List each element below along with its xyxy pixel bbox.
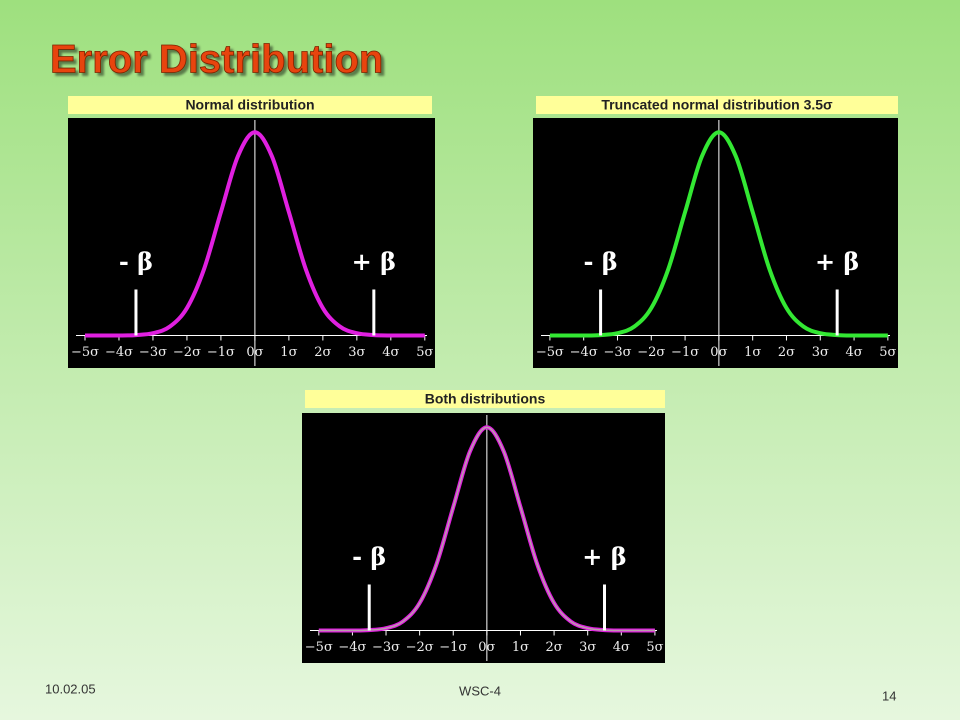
chart: Both distributions −5σ −4σ −3σ −2σ −1σ 0σ 1σ 2σ 3… (302, 390, 665, 663)
x-tick-label: 0σ (246, 345, 263, 360)
plot-area (533, 118, 898, 368)
x-tick-label: −5σ (305, 640, 333, 655)
footer-event: WSC-4 (459, 683, 501, 698)
chart-title: Both distributions (425, 391, 546, 407)
beta-label: - β (119, 247, 153, 276)
x-tick-label: 3σ (812, 345, 829, 360)
x-tick-label: 4σ (613, 640, 630, 655)
beta-label: + β (815, 247, 859, 276)
x-tick-label: 2σ (546, 640, 563, 655)
beta-label: - β (583, 247, 617, 276)
plot-area (302, 413, 665, 663)
x-tick-label: −5σ (536, 345, 564, 360)
x-tick-label: −3σ (139, 345, 167, 360)
beta-label: + β (352, 247, 396, 276)
chart: Normal distribution −5σ −4σ −3σ −2σ −1σ 0σ 1σ 2σ… (68, 96, 435, 368)
x-tick-label: −3σ (372, 640, 400, 655)
slide-title: Error Distribution (50, 38, 383, 82)
chart-title: Truncated normal distribution 3.5σ (601, 97, 833, 113)
x-tick-label: −2σ (173, 345, 201, 360)
x-tick-label: −2σ (406, 640, 434, 655)
x-tick-label: 0σ (478, 640, 495, 655)
x-tick-label: 5σ (646, 640, 663, 655)
x-tick-label: 1σ (744, 345, 761, 360)
x-tick-label: 1σ (512, 640, 529, 655)
x-tick-label: −1σ (439, 640, 467, 655)
curve (84, 130, 425, 338)
title-bar (536, 96, 898, 114)
chart: Truncated normal distribution 3.5σ −5σ −4σ… (533, 96, 898, 368)
x-tick-label: −4σ (105, 345, 133, 360)
x-tick-label: 2σ (778, 345, 795, 360)
chart-title: Normal distribution (185, 97, 314, 113)
x-tick-label: −3σ (603, 345, 631, 360)
x-tick-label: −2σ (637, 345, 665, 360)
x-tick-label: −5σ (71, 345, 99, 360)
page-number: 14 (882, 688, 896, 703)
beta-label: - β (352, 542, 386, 571)
x-tick-label: −4σ (570, 345, 598, 360)
x-tick-label: 2σ (314, 345, 331, 360)
title-bar (68, 96, 432, 114)
x-tick-label: 5σ (416, 345, 433, 360)
plot-area (68, 118, 435, 368)
x-tick-label: −1σ (207, 345, 235, 360)
curve (549, 130, 888, 338)
x-tick-label: 3σ (348, 345, 365, 360)
beta-label: + β (582, 542, 626, 571)
curve (318, 426, 655, 632)
title-bar (305, 390, 665, 408)
x-tick-label: 1σ (280, 345, 297, 360)
x-tick-label: −4σ (338, 640, 366, 655)
x-tick-label: 4σ (845, 345, 862, 360)
x-tick-label: 4σ (382, 345, 399, 360)
x-tick-label: 0σ (710, 345, 727, 360)
footer-date: 10.02.05 (45, 681, 96, 696)
x-tick-label: 3σ (579, 640, 596, 655)
x-tick-label: 5σ (879, 345, 896, 360)
x-tick-label: −1σ (671, 345, 699, 360)
